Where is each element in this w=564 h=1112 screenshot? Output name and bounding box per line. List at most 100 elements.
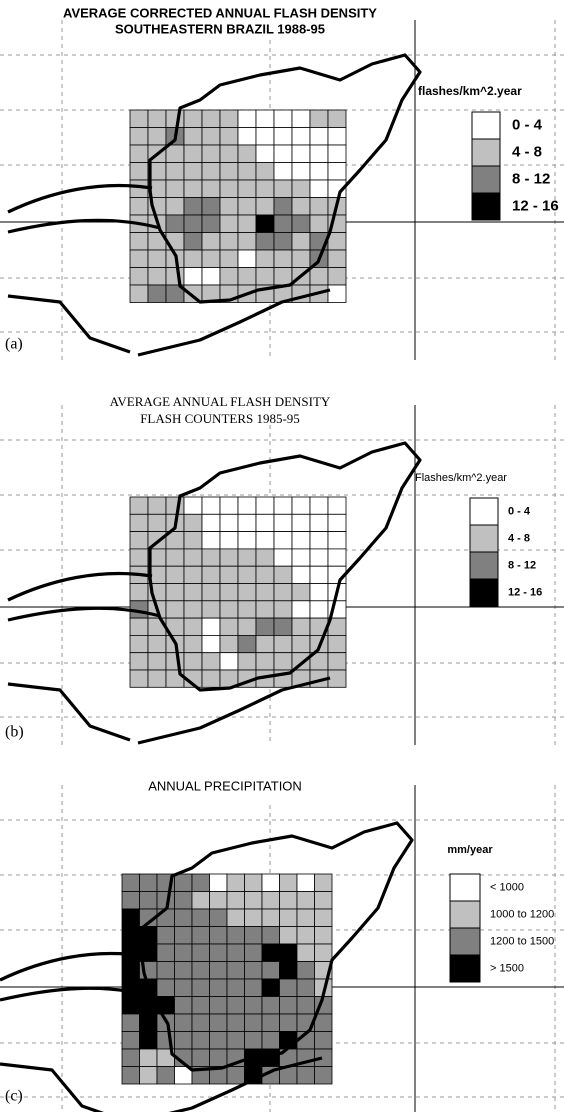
grid-cell (121, 1048, 140, 1067)
grid-cell (237, 109, 257, 128)
cells (121, 109, 347, 1085)
grid-cell (291, 548, 311, 567)
grid-cell (219, 617, 239, 636)
grid-cell (291, 214, 311, 233)
grid-cell (226, 1066, 245, 1085)
grid-cell (129, 548, 149, 567)
grid-cell (201, 179, 221, 198)
legend-swatch (469, 578, 499, 607)
grid-cell (201, 565, 221, 584)
grid-cell (261, 978, 280, 997)
grid-cell (244, 908, 263, 927)
grid-cell (314, 926, 333, 945)
grid-cell (183, 652, 203, 671)
grid-cell (244, 978, 263, 997)
grid-cell (201, 617, 221, 636)
grid-cell (314, 1013, 333, 1032)
grid-cell (209, 961, 228, 980)
panel-title: AVERAGE ANNUAL FLASH DENSITY (110, 394, 331, 409)
grid-cell (209, 926, 228, 945)
legend-label: 1200 to 1500 (490, 935, 554, 947)
grid-cell (209, 943, 228, 962)
grid-cell (296, 996, 315, 1015)
panel-label: (b) (5, 724, 24, 741)
grid-cell (327, 284, 347, 303)
grid-cell (209, 996, 228, 1015)
grid-cell (183, 144, 203, 163)
grid-cell (139, 873, 158, 892)
grid-cell (209, 1048, 228, 1067)
grid-cell (309, 531, 329, 550)
grid-cell (309, 548, 329, 567)
grid-cell (309, 565, 329, 584)
grid-cell (327, 144, 347, 163)
legend-swatch (469, 497, 499, 526)
grid-cell (273, 179, 293, 198)
grid-cell (156, 961, 175, 980)
grid-cell (121, 1013, 140, 1032)
grid-cell (183, 179, 203, 198)
grid-cell (165, 652, 185, 671)
grid-cell (291, 197, 311, 216)
grid-cell (273, 548, 293, 567)
grid-cell (309, 600, 329, 619)
grid-cell (174, 961, 193, 980)
panel-title: ANNUAL PRECIPITATION (148, 778, 302, 793)
grid-cell (129, 179, 149, 198)
grid-cell (237, 232, 257, 251)
grid-cell (244, 891, 263, 910)
grid-cell (183, 635, 203, 654)
grid-cell (237, 496, 257, 515)
grid-cell (129, 617, 149, 636)
grid-cell (147, 496, 167, 515)
grid-cell (226, 961, 245, 980)
grid-cell (209, 1031, 228, 1050)
grid-cell (261, 1048, 280, 1067)
legend-label: 12 - 16 (508, 586, 542, 598)
grid-cell (129, 583, 149, 602)
grid-cell (237, 565, 257, 584)
grid-cell (279, 873, 298, 892)
grid-cell (255, 617, 275, 636)
grid-cell (201, 214, 221, 233)
grid-cell (255, 127, 275, 146)
grid-cell (226, 996, 245, 1015)
legend-label: 12 - 16 (512, 197, 559, 214)
grid-cell (237, 600, 257, 619)
grid-cell (273, 652, 293, 671)
legend-swatch (449, 873, 481, 902)
grid-cell (201, 513, 221, 532)
panel-label: (a) (5, 336, 23, 353)
grid-cell (219, 179, 239, 198)
grid-cell (255, 600, 275, 619)
grid-cell (291, 513, 311, 532)
grid-cell (279, 978, 298, 997)
grid-cell (255, 109, 275, 128)
grid-cell (273, 583, 293, 602)
grid-cell (314, 1031, 333, 1050)
grid-cell (296, 978, 315, 997)
grid-cell (191, 943, 210, 962)
grid-cell (183, 162, 203, 181)
grid-cell (291, 583, 311, 602)
grid-cell (219, 583, 239, 602)
grid-cell (183, 496, 203, 515)
grid-cell (327, 127, 347, 146)
grid-cell (209, 978, 228, 997)
grid-cell (147, 249, 167, 268)
grid-cell (291, 109, 311, 128)
grid-cell (309, 144, 329, 163)
grid-cell (129, 652, 149, 671)
grid-cell (174, 908, 193, 927)
grid-cell (183, 583, 203, 602)
grid-cell (226, 873, 245, 892)
grid-cell (226, 1031, 245, 1050)
panel-title: AVERAGE CORRECTED ANNUAL FLASH DENSITY (63, 5, 377, 20)
grid-cell (129, 635, 149, 654)
grid-cell (273, 109, 293, 128)
grid-cell (255, 249, 275, 268)
grid-cell (129, 249, 149, 268)
grid-cell (309, 496, 329, 515)
grid-cell (156, 943, 175, 962)
